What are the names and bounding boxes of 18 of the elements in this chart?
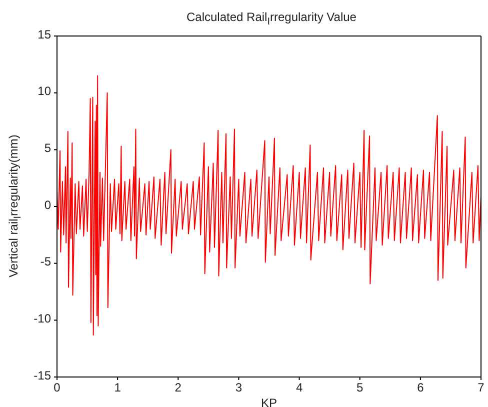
x-axis-title: KP [260, 396, 278, 407]
y-tick-label: 15 [38, 27, 52, 42]
x-tick-label: 7 [478, 380, 485, 395]
x-tick-label: 2 [174, 380, 182, 395]
x-tick-label: 4 [296, 380, 303, 395]
y-tick-label: 5 [44, 140, 52, 155]
x-tick-label: 6 [417, 380, 424, 395]
y-tick-label: 0 [44, 198, 52, 212]
x-tick-label: 5 [356, 380, 364, 395]
y-tick-label: -10 [34, 311, 52, 326]
chart-title: Calculated Rail$_{I}$rregularity Value [186, 10, 358, 28]
y-tick-label: -15 [34, 368, 52, 382]
line-series [57, 75, 481, 336]
x-tick-label: 0 [54, 380, 61, 395]
x-tick-label: 3 [235, 380, 242, 395]
y-tick-label: -5 [40, 254, 52, 269]
x-tick-label: 1 [114, 380, 122, 395]
y-tick-label: 10 [38, 84, 52, 98]
